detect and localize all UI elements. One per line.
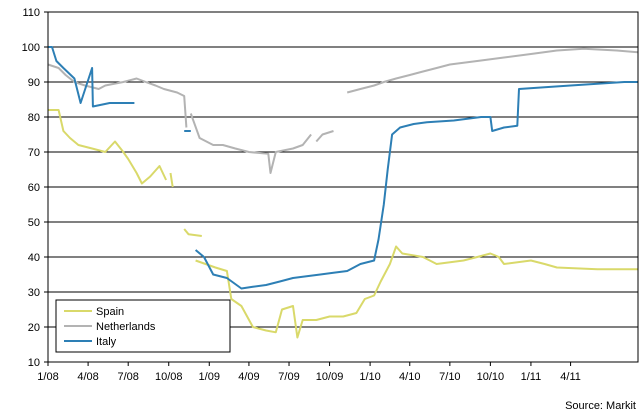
y-tick-label: 70 [28,147,40,159]
y-tick-label: 80 [28,112,40,124]
y-tick-label: 110 [22,7,40,19]
y-tick-label: 20 [28,322,40,334]
spain-line [195,245,638,339]
x-tick-label: 1/11 [521,371,542,383]
x-tick-label: 4/08 [77,371,98,383]
spain-line [48,109,168,185]
x-tick-label: 7/08 [117,371,138,383]
netherlands-line [346,47,639,94]
spain-line [169,172,174,188]
x-axis-ticks: 1/08 4/08 7/08 10/08 1/09 4/09 7/09 10/09 1/10 4/… [37,362,581,383]
x-tick-label: 7/09 [278,371,299,383]
x-tick-label: 4/10 [399,371,420,383]
netherlands-line [315,130,334,143]
y-tick-label: 30 [28,287,40,299]
series-lines [47,46,639,339]
y-tick-label: 100 [22,42,40,54]
x-tick-label: 1/09 [199,371,220,383]
plot-frame [47,11,639,363]
x-tick-label: 10/10 [477,371,505,383]
legend: Spain Netherlands Italy [55,299,231,353]
spain-line [183,228,202,237]
y-axis-ticks: 10 20 30 40 50 60 70 80 90 100 110 [22,7,48,369]
legend-label-italy: Italy [96,336,117,348]
y-tick-label: 90 [28,77,40,89]
y-tick-label: 60 [28,182,40,194]
x-tick-label: 10/08 [155,371,183,383]
italy-line [194,81,638,290]
x-tick-label: 1/08 [37,371,58,383]
y-tick-label: 50 [28,217,40,229]
italy-line [48,46,135,108]
x-tick-label: 10/09 [316,371,344,383]
y-tick-label: 40 [28,252,40,264]
legend-label-netherlands: Netherlands [96,321,156,333]
x-tick-label: 1/10 [359,371,380,383]
netherlands-line [189,113,312,174]
x-tick-label: 4/09 [238,371,259,383]
legend-label-spain: Spain [96,306,124,318]
x-tick-label: 4/11 [560,371,581,383]
x-tick-label: 7/10 [439,371,460,383]
y-tick-label: 10 [28,357,40,369]
source-note: Source: Markit [565,400,636,412]
netherlands-line [47,63,188,128]
